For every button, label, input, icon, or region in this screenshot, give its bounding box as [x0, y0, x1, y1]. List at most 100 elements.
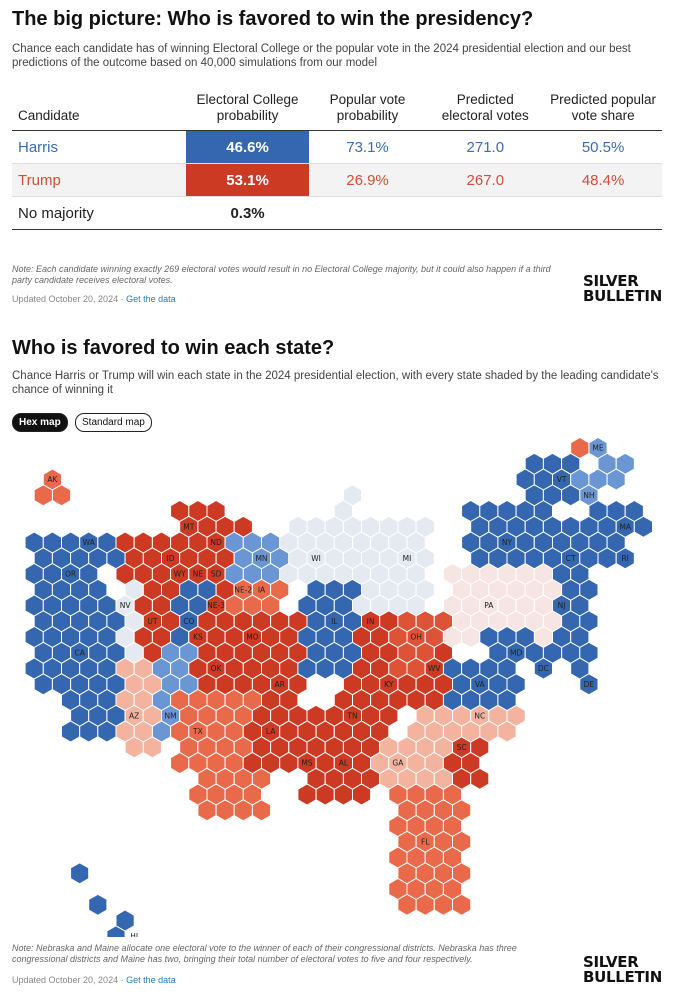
state-hex-tx[interactable]	[170, 751, 190, 775]
state-hex-fl[interactable]	[452, 893, 472, 916]
state-hex-ca[interactable]	[79, 720, 99, 743]
state-hex-tx[interactable]	[233, 799, 253, 822]
state-hex-la[interactable]	[242, 751, 262, 775]
state-hex-hi[interactable]	[88, 893, 108, 916]
cell-share	[544, 197, 662, 230]
table-row: Harris 46.6% 73.1% 271.0 50.5%	[12, 130, 662, 164]
state-label-de: DE	[584, 680, 595, 689]
state-label-ms: MS	[301, 759, 312, 768]
state-hex-tx[interactable]	[197, 799, 217, 822]
state-hex-fl[interactable]	[433, 893, 453, 916]
state-label-wi: WI	[311, 554, 321, 563]
state-hex-wi[interactable]	[279, 562, 299, 586]
state-hex-sc[interactable]	[452, 767, 472, 790]
table-row: Trump 53.1% 26.9% 267.0 48.4%	[12, 163, 662, 197]
logo-line-1: SILVER	[583, 953, 639, 971]
state-hex-va[interactable]	[479, 688, 499, 712]
state-hex-ct[interactable]	[542, 547, 563, 570]
state-hex-de[interactable]	[579, 673, 599, 696]
state-hex-pa[interactable]	[442, 625, 463, 649]
state-hex-ms[interactable]	[297, 783, 317, 806]
get-data-link[interactable]: Get the data	[126, 294, 176, 304]
state-hex-pa[interactable]	[461, 625, 481, 649]
state-hex-tx[interactable]	[251, 799, 272, 822]
state-hex-va[interactable]	[497, 688, 517, 712]
state-hex-az[interactable]	[124, 736, 144, 759]
state-hex-nm[interactable]	[151, 720, 172, 743]
state-label-wa: WA	[83, 538, 96, 547]
state-hex-ri[interactable]	[615, 547, 635, 570]
state-hex-tx[interactable]	[215, 799, 235, 822]
state-label-mn: MN	[255, 554, 267, 563]
cell-ev: 271.0	[466, 138, 505, 156]
state-hex-nc[interactable]	[497, 720, 517, 743]
state-hex-ma[interactable]	[597, 515, 617, 538]
state-hex-ca[interactable]	[33, 673, 53, 696]
state-hex-ri[interactable]	[597, 547, 617, 570]
state-hex-va[interactable]	[461, 688, 481, 712]
state-hex-al[interactable]	[352, 783, 372, 806]
header-pop-prob: Popular vote probability	[329, 92, 406, 123]
state-label-ut: UT	[147, 617, 157, 626]
logo-line-1: SILVER	[583, 272, 639, 290]
state-hex-al[interactable]	[333, 783, 353, 806]
state-label-ny: NY	[502, 538, 513, 547]
state-hex-nc[interactable]	[424, 720, 444, 743]
state-hex-fl[interactable]	[415, 893, 435, 916]
state-hex-ak[interactable]	[33, 484, 53, 507]
state-hex-nc[interactable]	[479, 720, 499, 743]
state-hex-il[interactable]	[315, 657, 335, 680]
state-hex-ny[interactable]	[470, 547, 490, 570]
state-hex-md[interactable]	[488, 641, 508, 664]
state-label-nh: NH	[583, 491, 594, 500]
updated-date: Updated October 20, 2024	[12, 294, 119, 304]
tab-standard-map[interactable]: Standard map	[75, 413, 152, 432]
cell-candidate: No majority	[18, 204, 94, 222]
state-label-ky: KY	[384, 680, 394, 689]
state-hex-me[interactable]	[588, 468, 608, 491]
state-label-al: AL	[339, 759, 349, 768]
state-hex-nc[interactable]	[461, 720, 481, 743]
state-hex-il[interactable]	[297, 657, 317, 680]
state-hex-ak[interactable]	[51, 484, 72, 507]
logo-line-2: BULLETIN	[583, 968, 662, 986]
map-note: Note: Nebraska and Maine allocate one el…	[12, 943, 517, 964]
state-hex-hi[interactable]	[115, 909, 135, 932]
state-hex-ma[interactable]	[633, 515, 653, 538]
state-label-ri: RI	[621, 554, 628, 563]
state-label-hi: HI	[130, 932, 138, 937]
state-hex-ms[interactable]	[315, 783, 335, 806]
state-label-ak: AK	[47, 475, 58, 484]
state-hex-hi[interactable]	[70, 862, 90, 885]
state-hex-sc[interactable]	[470, 767, 490, 790]
cell-ev: 267.0	[466, 171, 505, 189]
cell-pop-prob: 26.9%	[346, 171, 389, 189]
state-hex-ny[interactable]	[524, 484, 544, 507]
state-hex-nc[interactable]	[406, 720, 426, 743]
state-hex-la[interactable]	[279, 751, 299, 775]
state-hex-me[interactable]	[606, 468, 626, 491]
state-hex-dc[interactable]	[533, 657, 553, 680]
header-share: Predicted popular vote share	[550, 92, 656, 123]
get-data-link[interactable]: Get the data	[126, 975, 176, 985]
state-hex-wi[interactable]	[333, 499, 353, 523]
state-hex-mo[interactable]	[233, 641, 253, 664]
state-hex-ca[interactable]	[61, 720, 81, 743]
state-hex-ca[interactable]	[97, 720, 117, 743]
state-hex-la[interactable]	[261, 751, 281, 775]
state-hex-nc[interactable]	[442, 720, 463, 743]
state-label-nj: NJ	[558, 601, 566, 610]
state-hex-id[interactable]	[115, 562, 135, 586]
state-hex-fl[interactable]	[397, 893, 417, 916]
cell-pop-prob	[309, 197, 427, 230]
tab-hex-map[interactable]: Hex map	[12, 413, 68, 432]
silver-bulletin-logo: SILVER BULLETIN	[583, 274, 662, 304]
header-ec-prob: Electoral College probability	[196, 92, 299, 123]
state-hex-ne[interactable]	[188, 562, 208, 586]
state-hex-me-2[interactable]	[570, 436, 590, 460]
state-hex-wv[interactable]	[424, 688, 444, 712]
state-hex-ny[interactable]	[506, 547, 526, 570]
state-hex-ny[interactable]	[488, 547, 508, 570]
cell-ev	[426, 197, 544, 230]
state-label-az: AZ	[129, 711, 139, 720]
